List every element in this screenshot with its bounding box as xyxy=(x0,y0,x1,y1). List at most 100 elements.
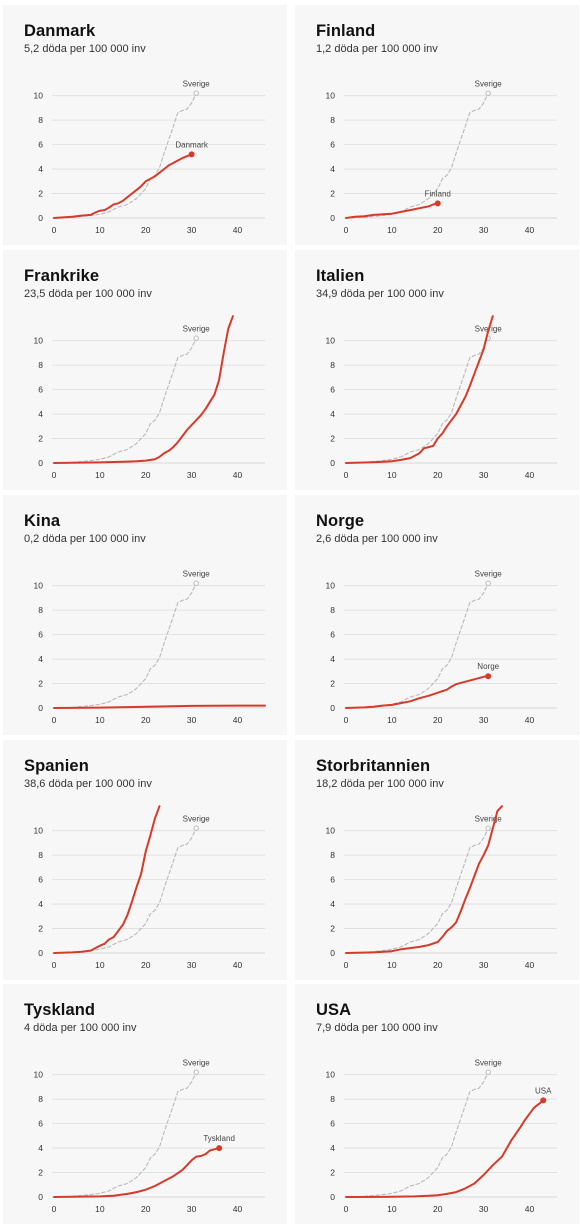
reference-end-marker xyxy=(485,1069,491,1075)
x-tick-label: 40 xyxy=(233,960,243,970)
reference-series-line xyxy=(53,582,197,709)
country-series-line xyxy=(53,315,234,464)
x-tick-label: 10 xyxy=(387,960,397,970)
y-tick-label: 10 xyxy=(34,91,44,101)
y-tick-label: 2 xyxy=(38,189,43,199)
chart-panel-norge: Norge 2,6 döda per 100 000 inv 0 2 4 6 8 10 0 10 2… xyxy=(295,495,579,735)
y-tick-label: 8 xyxy=(38,850,43,860)
line-chart: 0 2 4 6 8 10 0 10 20 30 40 Sverige Norge xyxy=(326,569,557,725)
x-tick-label: 0 xyxy=(344,225,349,235)
y-tick-label: 0 xyxy=(38,458,43,468)
reference-series-line xyxy=(345,827,489,954)
x-tick-label: 40 xyxy=(233,715,243,725)
reference-series-label: Sverige xyxy=(475,569,503,578)
reference-series-label: Sverige xyxy=(475,79,503,88)
chart-panel-frankrike: Frankrike 23,5 döda per 100 000 inv 0 2 4 6 8 1… xyxy=(3,250,287,490)
x-tick-label: 40 xyxy=(233,470,243,480)
reference-series-label: Sverige xyxy=(183,1058,211,1067)
chart-subtitle: 2,6 döda per 100 000 inv xyxy=(316,533,438,545)
x-tick-label: 10 xyxy=(387,225,397,235)
country-series-line xyxy=(53,704,266,709)
x-tick-label: 10 xyxy=(95,1204,105,1214)
y-tick-label: 2 xyxy=(38,924,43,934)
chart-subtitle: 7,9 döda per 100 000 inv xyxy=(316,1022,438,1034)
line-chart: 0 2 4 6 8 10 0 10 20 30 40 Sverige USA xyxy=(326,1058,557,1214)
country-end-marker xyxy=(216,1145,223,1152)
reference-series-label: Sverige xyxy=(183,814,211,823)
chart-subtitle: 23,5 döda per 100 000 inv xyxy=(24,288,152,300)
x-tick-label: 0 xyxy=(52,470,57,480)
y-tick-label: 8 xyxy=(330,115,335,125)
x-tick-label: 20 xyxy=(433,715,443,725)
reference-end-marker xyxy=(193,335,199,341)
chart-title: Italien xyxy=(316,267,365,285)
reference-series-line xyxy=(53,337,197,464)
y-tick-label: 10 xyxy=(326,336,336,346)
country-end-marker xyxy=(434,200,441,207)
country-series-label: Tyskland xyxy=(203,1134,235,1143)
x-tick-label: 10 xyxy=(95,960,105,970)
x-tick-label: 30 xyxy=(479,960,489,970)
chart-title: Storbritannien xyxy=(316,757,431,775)
reference-series-label: Sverige xyxy=(475,1058,503,1067)
chart-title: Norge xyxy=(316,512,365,530)
y-tick-label: 0 xyxy=(38,1192,43,1202)
y-tick-label: 4 xyxy=(38,899,43,909)
x-tick-label: 30 xyxy=(479,1204,489,1214)
country-series-line xyxy=(53,153,193,219)
y-tick-label: 4 xyxy=(38,654,43,664)
country-end-marker xyxy=(540,1097,547,1104)
reference-end-marker xyxy=(193,1069,199,1075)
y-tick-label: 2 xyxy=(330,1168,335,1178)
y-tick-label: 0 xyxy=(330,1192,335,1202)
line-chart: 0 2 4 6 8 10 0 10 20 30 40 Sverige Finland xyxy=(326,79,557,235)
country-series-line xyxy=(345,315,494,464)
chart-subtitle: 38,6 döda per 100 000 inv xyxy=(24,778,152,790)
chart-title: USA xyxy=(316,1001,352,1019)
x-tick-label: 0 xyxy=(344,960,349,970)
x-tick-label: 0 xyxy=(344,715,349,725)
y-tick-label: 0 xyxy=(330,948,335,958)
reference-end-marker xyxy=(193,580,199,586)
y-tick-label: 8 xyxy=(330,360,335,370)
x-tick-label: 20 xyxy=(433,225,443,235)
y-tick-label: 6 xyxy=(38,385,43,395)
reference-series-label: Sverige xyxy=(183,324,211,333)
y-tick-label: 2 xyxy=(330,924,335,934)
chart-panel-spanien: Spanien 38,6 döda per 100 000 inv 0 2 4 6 8 10 0… xyxy=(3,740,287,980)
x-tick-label: 20 xyxy=(141,225,151,235)
y-tick-label: 4 xyxy=(330,1143,335,1153)
chart-panel-danmark: Danmark 5,2 döda per 100 000 inv 0 2 4 6 8 10 0 1… xyxy=(3,5,287,245)
y-tick-label: 10 xyxy=(326,581,336,591)
y-tick-label: 10 xyxy=(34,826,44,836)
chart-panel-kina: Kina 0,2 döda per 100 000 inv 0 2 4 6 8 10 0 10 20… xyxy=(3,495,287,735)
chart-panel-tyskland: Tyskland 4 döda per 100 000 inv 0 2 4 6 8 10 0 10… xyxy=(3,984,287,1224)
x-tick-label: 40 xyxy=(233,225,243,235)
chart-subtitle: 5,2 döda per 100 000 inv xyxy=(24,43,146,55)
reference-end-marker xyxy=(193,90,199,96)
x-tick-label: 30 xyxy=(187,1204,197,1214)
line-chart: 0 2 4 6 8 10 0 10 20 30 40 Sverige Tyskland xyxy=(34,1058,265,1214)
x-tick-label: 10 xyxy=(387,470,397,480)
x-tick-label: 30 xyxy=(187,715,197,725)
x-tick-label: 30 xyxy=(479,715,489,725)
country-series-line xyxy=(345,805,503,954)
chart-subtitle: 1,2 döda per 100 000 inv xyxy=(316,43,438,55)
y-tick-label: 4 xyxy=(38,1143,43,1153)
y-tick-label: 10 xyxy=(34,336,44,346)
x-tick-label: 40 xyxy=(525,960,535,970)
y-tick-label: 4 xyxy=(38,164,43,174)
x-tick-label: 0 xyxy=(52,715,57,725)
reference-end-marker xyxy=(485,580,491,586)
x-tick-label: 20 xyxy=(433,960,443,970)
x-tick-label: 30 xyxy=(187,960,197,970)
x-tick-label: 10 xyxy=(95,225,105,235)
y-tick-label: 6 xyxy=(38,630,43,640)
y-tick-label: 8 xyxy=(38,360,43,370)
x-tick-label: 0 xyxy=(52,960,57,970)
country-series-line xyxy=(53,1147,221,1198)
chart-subtitle: 4 döda per 100 000 inv xyxy=(24,1022,137,1034)
